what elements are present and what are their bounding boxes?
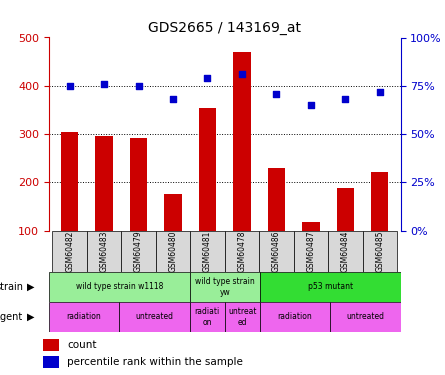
Text: count: count [67, 340, 97, 350]
FancyBboxPatch shape [225, 302, 260, 332]
Bar [268, 168, 285, 231]
FancyBboxPatch shape [190, 302, 225, 332]
Text: radiation: radiation [67, 312, 101, 321]
Text: GSM60486: GSM60486 [272, 231, 281, 272]
Text: GSM60482: GSM60482 [65, 231, 74, 272]
FancyBboxPatch shape [119, 302, 190, 332]
Bar [44, 356, 59, 368]
FancyBboxPatch shape [156, 231, 190, 272]
Text: wild type strain
yw: wild type strain yw [195, 277, 255, 297]
Point [101, 81, 108, 87]
FancyBboxPatch shape [259, 231, 294, 272]
Text: untreated: untreated [135, 312, 174, 321]
Bar [199, 108, 216, 231]
Bar [96, 136, 113, 231]
FancyBboxPatch shape [328, 231, 363, 272]
Bar [130, 138, 147, 231]
Text: GSM60483: GSM60483 [100, 231, 109, 272]
FancyBboxPatch shape [49, 302, 119, 332]
FancyBboxPatch shape [121, 231, 156, 272]
Text: GSM60478: GSM60478 [238, 231, 247, 272]
FancyBboxPatch shape [330, 302, 400, 332]
Bar [164, 194, 182, 231]
FancyBboxPatch shape [190, 272, 260, 302]
Text: percentile rank within the sample: percentile rank within the sample [67, 357, 243, 367]
Text: GSM60479: GSM60479 [134, 230, 143, 272]
FancyBboxPatch shape [225, 231, 259, 272]
FancyBboxPatch shape [260, 272, 400, 302]
Text: GSM60487: GSM60487 [307, 231, 316, 272]
Text: wild type strain w1118: wild type strain w1118 [76, 282, 163, 291]
Point [135, 83, 142, 89]
Text: p53 mutant: p53 mutant [307, 282, 353, 291]
Text: ▶: ▶ [27, 312, 34, 322]
Point [66, 83, 73, 89]
Text: GSM60480: GSM60480 [169, 231, 178, 272]
Text: GSM60485: GSM60485 [375, 231, 384, 272]
Text: strain: strain [0, 282, 23, 292]
Point [239, 71, 246, 77]
Text: untreated: untreated [346, 312, 384, 321]
Point [204, 75, 211, 81]
Bar [371, 172, 388, 231]
Bar [44, 339, 59, 351]
FancyBboxPatch shape [190, 231, 225, 272]
Bar [337, 188, 354, 231]
Text: agent: agent [0, 312, 23, 322]
FancyBboxPatch shape [87, 231, 121, 272]
Text: radiation: radiation [278, 312, 312, 321]
Text: GSM60484: GSM60484 [341, 231, 350, 272]
FancyBboxPatch shape [363, 231, 397, 272]
FancyBboxPatch shape [294, 231, 328, 272]
Bar [61, 132, 78, 231]
FancyBboxPatch shape [49, 272, 190, 302]
Point [170, 96, 177, 102]
Text: untreat
ed: untreat ed [228, 307, 257, 327]
Text: ▶: ▶ [27, 282, 34, 292]
Text: radiati
on: radiati on [194, 307, 220, 327]
Point [273, 90, 280, 96]
Text: GSM60481: GSM60481 [203, 231, 212, 272]
FancyBboxPatch shape [260, 302, 330, 332]
Point [342, 96, 349, 102]
Point [376, 88, 384, 94]
Point [307, 102, 315, 108]
Title: GDS2665 / 143169_at: GDS2665 / 143169_at [148, 21, 301, 35]
Bar [233, 52, 251, 231]
Bar [302, 222, 320, 231]
FancyBboxPatch shape [53, 231, 87, 272]
